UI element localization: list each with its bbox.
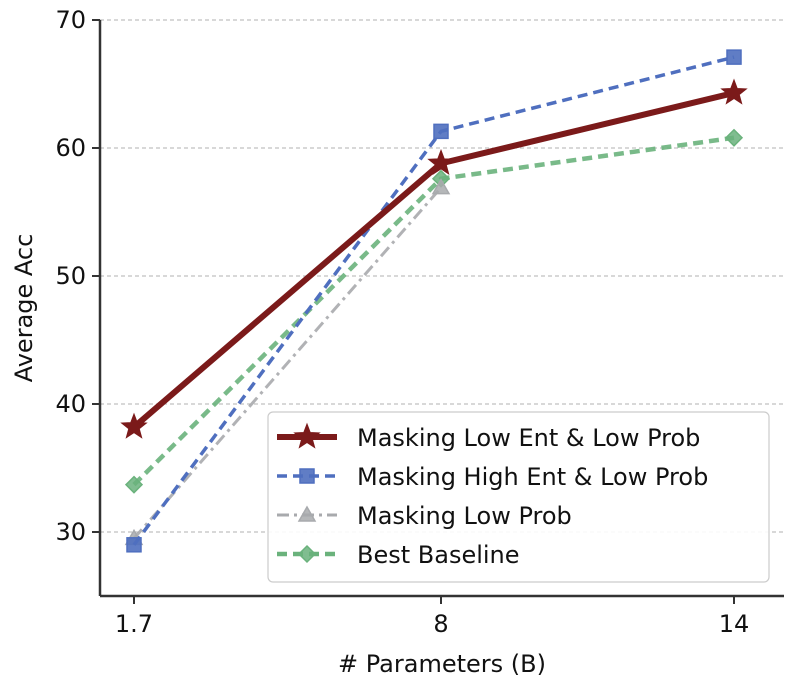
series-line bbox=[132, 186, 443, 540]
x-ticks: 1.7 8 14 bbox=[115, 596, 749, 638]
x-axis-label: # Parameters (B) bbox=[338, 650, 546, 678]
y-tick-label: 70 bbox=[55, 6, 86, 34]
data-point bbox=[427, 148, 455, 176]
data-point bbox=[720, 78, 748, 105]
y-axis-label: Average Acc bbox=[10, 234, 38, 383]
series-group bbox=[120, 49, 748, 553]
x-tick-label: 14 bbox=[719, 610, 750, 638]
data-point bbox=[126, 537, 142, 553]
y-tick-label: 30 bbox=[55, 518, 86, 546]
legend-label: Masking High Ent & Low Prob bbox=[357, 463, 708, 491]
y-ticks: 30 40 50 60 70 bbox=[55, 6, 100, 546]
legend: Masking Low Ent & Low Prob Masking High E… bbox=[267, 411, 770, 583]
data-point bbox=[724, 128, 744, 147]
legend-item: Masking High Ent & Low Prob bbox=[277, 463, 708, 491]
legend-box bbox=[267, 411, 770, 583]
legend-item: Masking Low Prob bbox=[277, 502, 572, 530]
legend-marker bbox=[293, 422, 321, 449]
legend-label: Best Baseline bbox=[357, 541, 520, 569]
data-point bbox=[431, 178, 451, 195]
data-point bbox=[120, 412, 148, 439]
y-tick-label: 60 bbox=[55, 134, 86, 162]
y-tick-label: 40 bbox=[55, 390, 86, 418]
legend-marker bbox=[297, 505, 317, 522]
legend-marker bbox=[299, 468, 315, 484]
legend-item: Best Baseline bbox=[277, 541, 520, 569]
series-1 bbox=[126, 49, 742, 553]
y-tick-label: 50 bbox=[55, 262, 86, 290]
data-point bbox=[433, 123, 449, 140]
legend-label: Masking Low Ent & Low Prob bbox=[357, 424, 700, 452]
data-point bbox=[124, 475, 144, 494]
data-point bbox=[726, 49, 742, 65]
x-tick-label: 1.7 bbox=[115, 610, 153, 638]
x-tick-label: 8 bbox=[433, 610, 448, 638]
legend-item: Masking Low Ent & Low Prob bbox=[277, 422, 700, 452]
series-0 bbox=[120, 78, 748, 439]
legend-marker bbox=[297, 544, 317, 564]
legend-label: Masking Low Prob bbox=[357, 502, 572, 530]
